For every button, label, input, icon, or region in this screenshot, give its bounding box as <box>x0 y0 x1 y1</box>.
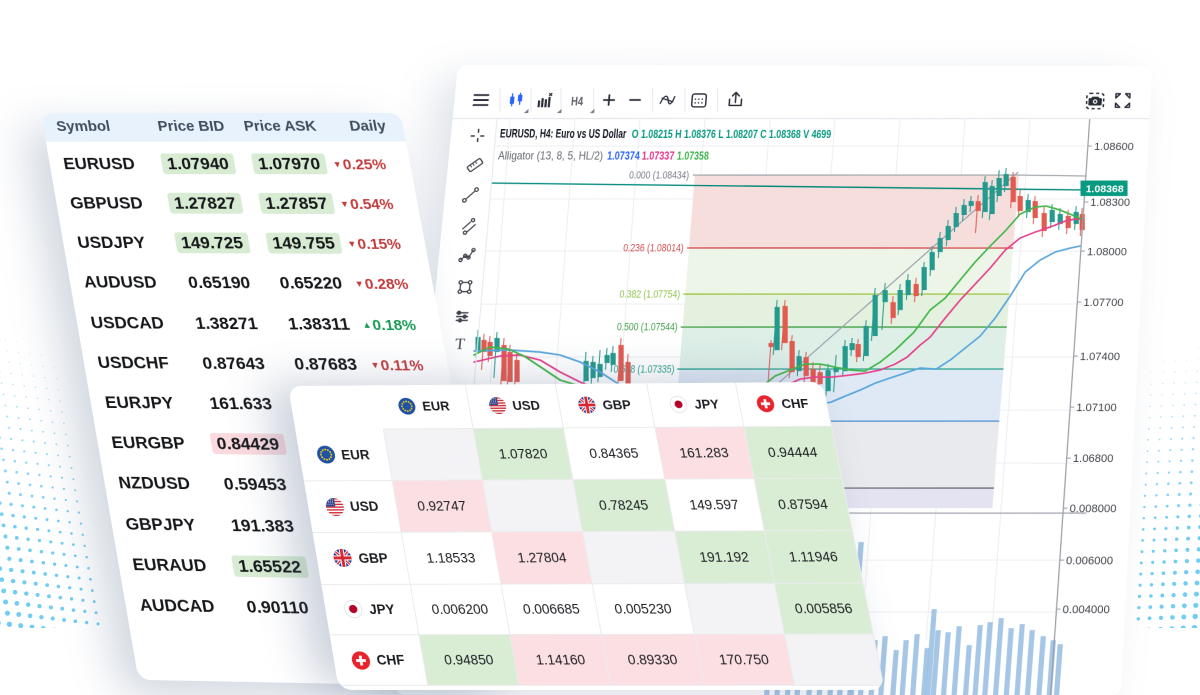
svg-text:0.382 (1.07754): 0.382 (1.07754) <box>619 288 681 300</box>
svg-text:1.07374: 1.07374 <box>607 151 641 163</box>
svg-text:1.07337: 1.07337 <box>641 151 675 163</box>
svg-text:1.07100: 1.07100 <box>1076 402 1117 414</box>
svg-text:0.004000: 0.004000 <box>1062 604 1110 617</box>
svg-text:0.008000: 0.008000 <box>1069 503 1117 516</box>
svg-text:1.08300: 1.08300 <box>1090 197 1130 209</box>
svg-text:0.236 (1.08014): 0.236 (1.08014) <box>623 243 684 255</box>
svg-text:Alligator (13, 8, 5, HL/2): Alligator (13, 8, 5, HL/2) <box>497 151 603 163</box>
svg-text:0.006000: 0.006000 <box>1066 555 1114 568</box>
svg-text:1.07700: 1.07700 <box>1083 297 1124 309</box>
svg-text:O 1.08215 H 1.08376 L 1.0820: O 1.08215 H 1.08376 L 1.08207 C 1.08368 … <box>631 129 831 141</box>
svg-text:H4: H4 <box>571 95 584 109</box>
svg-text:1.07400: 1.07400 <box>1079 351 1120 363</box>
svg-text:T: T <box>454 336 466 353</box>
svg-text:0.000 (1.08434): 0.000 (1.08434) <box>629 170 690 182</box>
svg-text:EURUSD, H4: Euro vs US Dollar: EURUSD, H4: Euro vs US Dollar <box>499 127 627 141</box>
svg-text:1.08000: 1.08000 <box>1087 246 1128 258</box>
svg-text:1.06800: 1.06800 <box>1073 453 1114 465</box>
svg-text:1.08600: 1.08600 <box>1094 141 1134 153</box>
svg-text:0.500 (1.07544): 0.500 (1.07544) <box>616 321 678 333</box>
svg-text:1.08368: 1.08368 <box>1085 184 1124 195</box>
svg-text:1.07358: 1.07358 <box>677 151 710 163</box>
